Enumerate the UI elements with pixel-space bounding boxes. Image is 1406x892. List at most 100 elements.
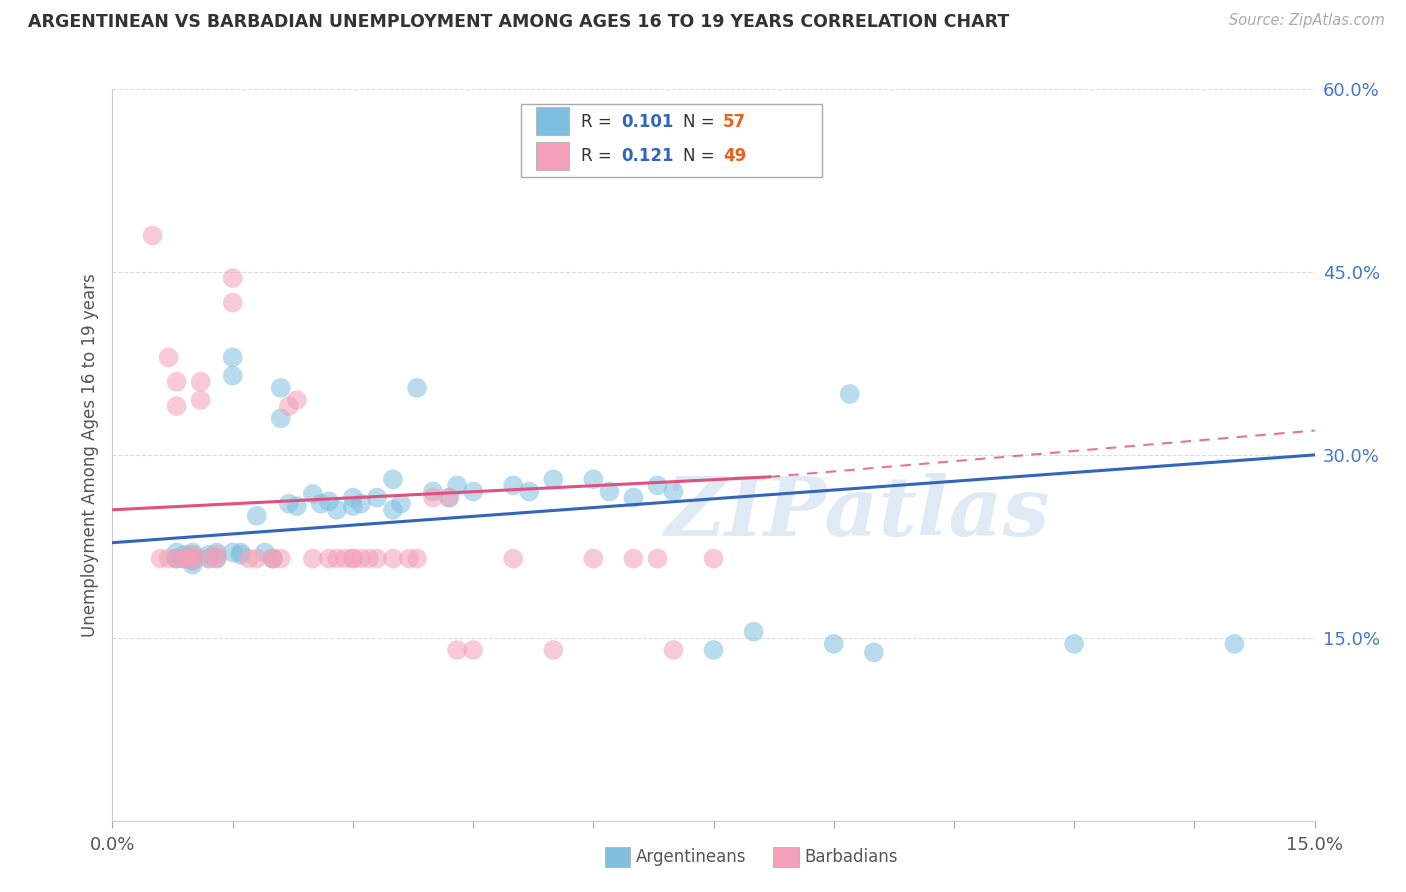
Point xyxy=(461,484,484,499)
Point xyxy=(382,551,405,566)
Point xyxy=(342,551,364,566)
Point xyxy=(342,499,364,513)
Text: 0.121: 0.121 xyxy=(621,147,673,166)
Point xyxy=(246,551,269,566)
Point xyxy=(406,381,429,395)
Point xyxy=(181,554,204,568)
Point xyxy=(342,491,364,505)
Text: R =: R = xyxy=(581,147,617,166)
Point xyxy=(333,551,356,566)
Point xyxy=(222,351,245,365)
Point xyxy=(229,548,252,562)
Point xyxy=(302,551,325,566)
Point xyxy=(582,551,605,566)
Point xyxy=(222,271,245,285)
Point xyxy=(181,548,204,562)
Text: N =: N = xyxy=(683,147,720,166)
Point xyxy=(461,643,484,657)
Text: R =: R = xyxy=(581,113,617,131)
Text: ZIPatlas: ZIPatlas xyxy=(665,474,1050,553)
Point xyxy=(598,484,620,499)
Point xyxy=(437,491,460,505)
Point xyxy=(366,491,388,505)
Point xyxy=(277,497,299,511)
Point xyxy=(173,551,195,566)
Point xyxy=(318,551,340,566)
Point xyxy=(166,551,188,566)
Point xyxy=(205,551,228,566)
Point xyxy=(166,545,188,559)
Point xyxy=(662,643,685,657)
Point xyxy=(502,478,524,492)
Point xyxy=(181,551,204,566)
Point xyxy=(222,368,245,383)
Point xyxy=(253,545,276,559)
Point xyxy=(502,551,524,566)
Point xyxy=(197,551,219,566)
Point xyxy=(157,551,180,566)
Point xyxy=(262,551,284,566)
Point xyxy=(621,551,644,566)
Point xyxy=(318,494,340,508)
Point xyxy=(262,551,284,566)
Point xyxy=(205,551,228,566)
Point xyxy=(543,472,565,486)
Point xyxy=(285,499,308,513)
Point xyxy=(181,545,204,559)
Point xyxy=(647,478,669,492)
Point xyxy=(270,381,292,395)
Text: Barbadians: Barbadians xyxy=(804,848,898,866)
Point xyxy=(181,551,204,566)
Point xyxy=(166,551,188,566)
Point xyxy=(702,551,725,566)
Point xyxy=(270,551,292,566)
Point xyxy=(285,392,308,407)
Point xyxy=(863,645,886,659)
Point xyxy=(621,491,644,505)
Point xyxy=(342,551,364,566)
Text: 57: 57 xyxy=(723,113,747,131)
Y-axis label: Unemployment Among Ages 16 to 19 years: Unemployment Among Ages 16 to 19 years xyxy=(80,273,98,637)
Point xyxy=(149,551,172,566)
Point xyxy=(1223,637,1246,651)
Point xyxy=(166,551,188,566)
Point xyxy=(702,643,725,657)
Point xyxy=(173,551,195,566)
Text: Argentineans: Argentineans xyxy=(636,848,747,866)
Point xyxy=(357,551,380,566)
Point xyxy=(422,484,444,499)
Point xyxy=(309,497,332,511)
Point xyxy=(157,351,180,365)
Point xyxy=(197,551,219,566)
Point xyxy=(543,643,565,657)
Point xyxy=(166,375,188,389)
Text: Source: ZipAtlas.com: Source: ZipAtlas.com xyxy=(1229,13,1385,29)
Point xyxy=(205,548,228,562)
Point xyxy=(446,478,468,492)
Point xyxy=(205,545,228,559)
Point xyxy=(173,548,195,562)
Point xyxy=(823,637,845,651)
Point xyxy=(647,551,669,566)
Point xyxy=(270,411,292,425)
Point xyxy=(1063,637,1085,651)
Point xyxy=(277,399,299,413)
FancyBboxPatch shape xyxy=(522,103,821,177)
Point xyxy=(190,392,212,407)
Point xyxy=(382,472,405,486)
Point xyxy=(662,484,685,499)
Point xyxy=(238,551,260,566)
Point xyxy=(446,643,468,657)
Point xyxy=(350,551,373,566)
Text: ARGENTINEAN VS BARBADIAN UNEMPLOYMENT AMONG AGES 16 TO 19 YEARS CORRELATION CHAR: ARGENTINEAN VS BARBADIAN UNEMPLOYMENT AM… xyxy=(28,13,1010,31)
Point xyxy=(366,551,388,566)
Point xyxy=(350,497,373,511)
Point xyxy=(190,375,212,389)
FancyBboxPatch shape xyxy=(536,108,569,136)
Point xyxy=(398,551,420,566)
Point xyxy=(141,228,163,243)
Point xyxy=(742,624,765,639)
Point xyxy=(181,548,204,562)
Point xyxy=(422,491,444,505)
Point xyxy=(838,387,860,401)
